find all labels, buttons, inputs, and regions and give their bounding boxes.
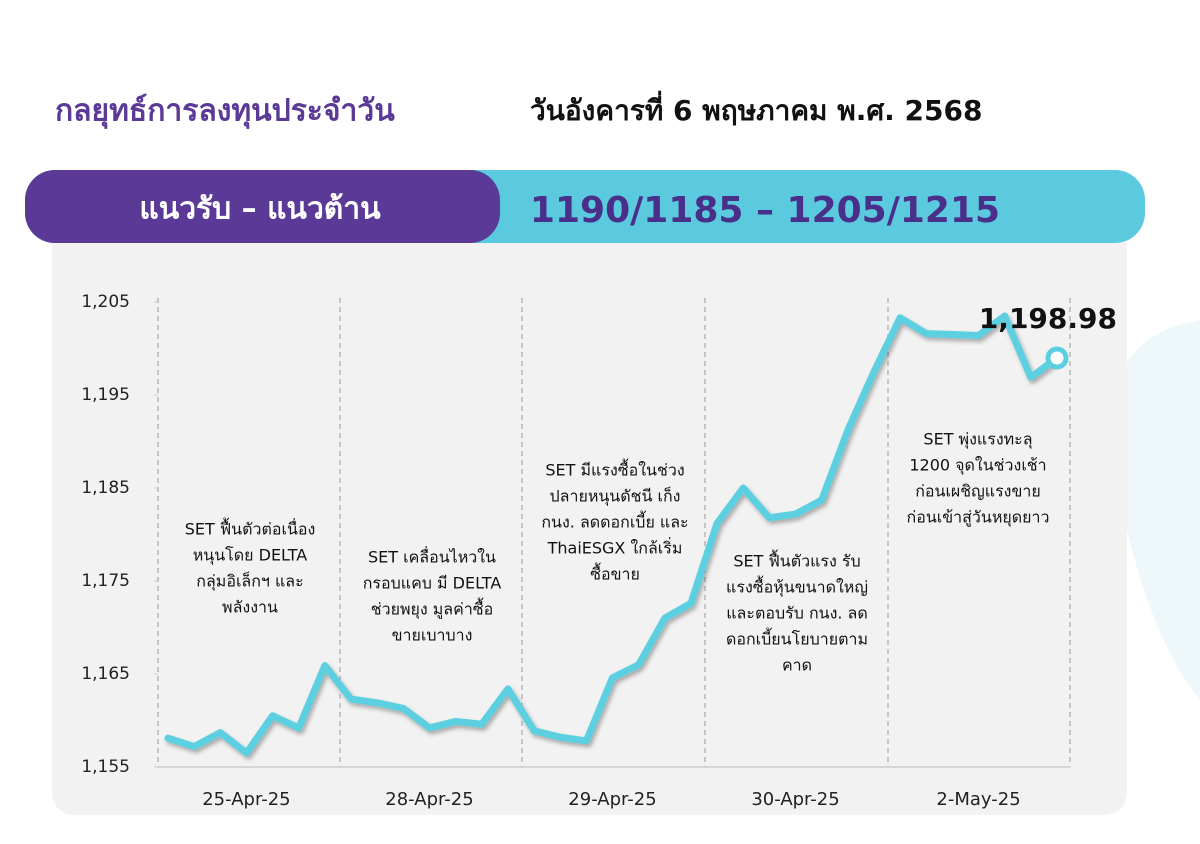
y-tick-label: 1,155 <box>81 757 130 777</box>
annotation: ThaiESGX ใกล้เริ่ม <box>547 537 683 558</box>
y-tick-label: 1,165 <box>81 664 130 684</box>
annotation: SET มีแรงซื้อในช่วง <box>545 459 684 480</box>
end-point <box>1045 346 1069 370</box>
annotation: และตอบรับ กนง. ลด <box>726 604 868 623</box>
annotation: ก่อนเข้าสู่วันหยุดยาว <box>907 508 1050 528</box>
x-tick-label: 25-Apr-25 <box>202 789 290 810</box>
line <box>164 312 1061 757</box>
annotation: กรอบแคบ มี DELTA <box>363 574 502 593</box>
annotation: กลุ่มอิเล็กฯ และ <box>196 571 303 592</box>
annotation: ขายเบาบาง <box>392 626 473 645</box>
annotation: SET ฟื้นตัวต่อเนื่อง <box>185 518 316 539</box>
x-tick-label: 28-Apr-25 <box>385 789 473 810</box>
y-tick-label: 1,175 <box>81 571 130 591</box>
annotation: 1200 จุดในช่วงเช้า <box>909 456 1046 476</box>
range-value: 1190/1185 – 1205/1215 <box>530 190 1000 231</box>
annotation: พลังงาน <box>222 598 278 617</box>
value-label: 1,198.98 <box>979 302 1117 335</box>
title: กลยุทธ์การลงทุนประจำวัน <box>55 94 395 130</box>
date: วันอังคารที่ 6 พฤษภาคม พ.ศ. 2568 <box>530 90 982 127</box>
annotation: SET พุ่งแรงทะลุ <box>923 430 1032 450</box>
annotation: ซื้อขาย <box>590 563 640 584</box>
x-tick-label: 30-Apr-25 <box>751 789 839 810</box>
annotation: SET ฟื้นตัวแรง รับ <box>733 550 860 571</box>
range-label-box <box>25 170 500 243</box>
x-tick-label: 29-Apr-25 <box>568 789 656 810</box>
decoration <box>1110 320 1200 700</box>
annotation: ปลายหนุนดัชนี เก็ง <box>550 486 681 507</box>
annotation: ช่วยพยุง มูลค่าซื้อ <box>371 598 494 620</box>
y-tick-label: 1,205 <box>81 292 130 312</box>
annotation: ก่อนเผชิญแรงขาย <box>915 482 1041 501</box>
plot: 1,155 1,165 1,175 1,185 1,195 1,205 25-Apr-25 2… <box>81 292 1117 810</box>
y-tick-label: 1,195 <box>81 385 130 405</box>
annotation: SET เคลื่อนไหวใน <box>368 546 496 567</box>
y-tick-label: 1,185 <box>81 478 130 498</box>
annotation: กนง. ลดดอกเบี้ย และ <box>541 511 688 532</box>
annotation: แรงซื้อหุ้นขนาดใหญ่ <box>726 576 868 598</box>
range-label: แนวรับ – แนวต้าน <box>139 192 381 227</box>
x-tick-label: 2-May-25 <box>936 789 1020 810</box>
annotation: หนุนโดย DELTA <box>193 546 308 566</box>
annotation: คาด <box>782 656 812 675</box>
annotation: ดอกเบี้ยนโยบายตาม <box>726 628 868 649</box>
